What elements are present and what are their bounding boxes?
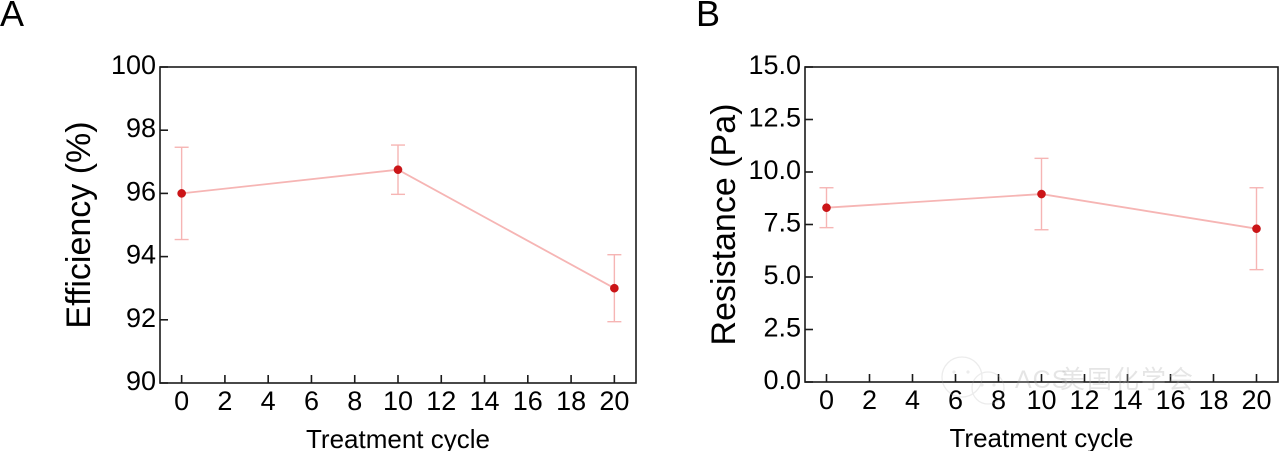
svg-text:Efficiency (%): Efficiency (%) bbox=[60, 121, 98, 328]
svg-text:0.0: 0.0 bbox=[763, 365, 801, 395]
svg-text:2: 2 bbox=[217, 386, 232, 416]
svg-text:20: 20 bbox=[1241, 385, 1271, 415]
svg-text:94: 94 bbox=[126, 240, 156, 270]
svg-text:8: 8 bbox=[347, 386, 362, 416]
svg-text:10.0: 10.0 bbox=[748, 155, 801, 185]
svg-text:98: 98 bbox=[126, 113, 156, 143]
svg-text:12.5: 12.5 bbox=[748, 103, 801, 133]
svg-text:10: 10 bbox=[383, 386, 413, 416]
svg-text:96: 96 bbox=[126, 176, 156, 206]
svg-text:4: 4 bbox=[905, 385, 920, 415]
svg-text:100: 100 bbox=[111, 50, 156, 80]
svg-text:92: 92 bbox=[126, 303, 156, 333]
svg-text:15.0: 15.0 bbox=[748, 50, 801, 80]
svg-text:2.5: 2.5 bbox=[763, 313, 801, 343]
svg-text:18: 18 bbox=[1198, 385, 1228, 415]
svg-text:0: 0 bbox=[174, 386, 189, 416]
svg-text:18: 18 bbox=[556, 386, 586, 416]
svg-text:12: 12 bbox=[1069, 385, 1099, 415]
svg-text:6: 6 bbox=[948, 385, 963, 415]
svg-text:5.0: 5.0 bbox=[763, 260, 801, 290]
svg-text:16: 16 bbox=[513, 386, 543, 416]
svg-text:12: 12 bbox=[426, 386, 456, 416]
svg-text:Resistance (Pa): Resistance (Pa) bbox=[705, 104, 743, 346]
svg-text:4: 4 bbox=[261, 386, 276, 416]
svg-text:Treatment cycle: Treatment cycle bbox=[950, 423, 1134, 451]
svg-text:16: 16 bbox=[1155, 385, 1185, 415]
svg-text:6: 6 bbox=[304, 386, 319, 416]
svg-text:10: 10 bbox=[1026, 385, 1056, 415]
svg-text:2: 2 bbox=[862, 385, 877, 415]
svg-text:90: 90 bbox=[126, 366, 156, 396]
svg-text:Treatment cycle: Treatment cycle bbox=[306, 424, 490, 451]
svg-text:0: 0 bbox=[819, 385, 834, 415]
svg-text:7.5: 7.5 bbox=[763, 208, 801, 238]
svg-text:14: 14 bbox=[1112, 385, 1142, 415]
svg-text:14: 14 bbox=[470, 386, 500, 416]
svg-text:8: 8 bbox=[991, 385, 1006, 415]
svg-text:20: 20 bbox=[599, 386, 629, 416]
